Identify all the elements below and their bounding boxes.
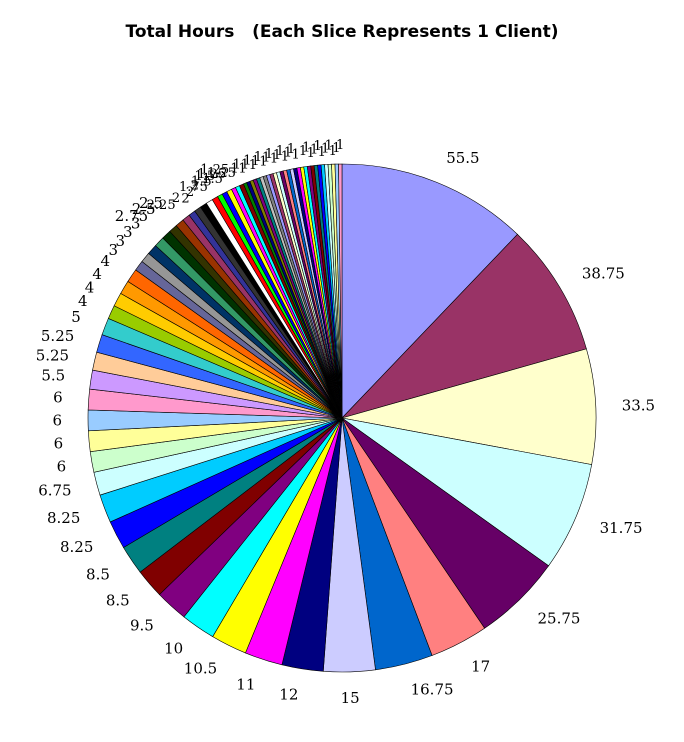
slice-label-65: 1 xyxy=(284,146,292,161)
slice-label-75: 1 xyxy=(325,138,333,153)
slice-label-51: 1 xyxy=(233,157,241,172)
slice-label-29: 4 xyxy=(92,265,102,283)
slice-label-18: 6.75 xyxy=(38,482,71,500)
slice-label-16: 8.25 xyxy=(60,538,93,556)
slice-label-58: 1 xyxy=(259,155,267,170)
slice-label-41: 2 xyxy=(186,185,194,200)
slice-label-60: 1 xyxy=(265,147,273,162)
slice-label-50: 1 xyxy=(230,162,238,177)
slice-label-33: 3 xyxy=(123,223,133,241)
slice-label-9: 12 xyxy=(279,686,298,704)
slice-label-23: 5.5 xyxy=(41,367,65,385)
slice-label-48: 1.25 xyxy=(200,162,229,177)
slice-label-14: 8.5 xyxy=(106,592,130,610)
slice-label-22: 6 xyxy=(53,389,63,407)
slice-label-15: 8.5 xyxy=(86,566,110,584)
slice-label-7: 16.75 xyxy=(411,681,454,699)
slice-label-34: 3 xyxy=(131,215,141,233)
slice-label-25: 5.25 xyxy=(41,327,74,345)
slice-label-77: 1 xyxy=(332,141,340,156)
slice-label-45: 1.5 xyxy=(195,169,216,184)
slice-label-27: 4 xyxy=(78,292,88,310)
slice-label-4: 31.75 xyxy=(600,519,643,537)
slice-label-35: 2.75 xyxy=(115,207,148,225)
pie-slices xyxy=(87,163,597,673)
slice-label-76: 1 xyxy=(329,144,337,159)
slice-label-59: 1 xyxy=(262,151,270,166)
slice-label-69: 1 xyxy=(302,140,310,155)
slice-label-74: 1 xyxy=(321,142,329,157)
slice-label-62: 1 xyxy=(273,148,281,163)
slice-label-55: 1 xyxy=(249,158,257,173)
slice-label-10: 11 xyxy=(236,675,255,693)
slice-label-42: 2 xyxy=(191,178,199,193)
pie-slice-3 xyxy=(341,348,597,465)
slice-label-30: 4 xyxy=(101,252,111,270)
slice-label-72: 1 xyxy=(313,139,321,154)
slice-label-19: 6 xyxy=(57,458,67,476)
slice-label-49: 1.25 xyxy=(207,166,236,181)
slice-label-64: 1 xyxy=(281,149,289,164)
pie-slice-1 xyxy=(341,163,518,419)
slice-label-67: 1 xyxy=(292,147,300,162)
slice-label-43: 1.75 xyxy=(179,180,208,195)
slice-label-56: 1 xyxy=(251,154,259,169)
slice-label-5: 25.75 xyxy=(538,609,581,627)
slice-label-78: 1 xyxy=(336,138,344,153)
slice-label-66: 1 xyxy=(287,142,295,157)
slice-label-68: 1 xyxy=(299,144,307,159)
slice-label-38: 2.25 xyxy=(147,198,176,213)
slice-label-2: 38.75 xyxy=(582,265,625,283)
pie-labels: 55.538.7533.531.7525.751716.7515121110.5… xyxy=(36,138,655,707)
slice-label-8: 15 xyxy=(341,689,360,707)
pie-slice-78 xyxy=(338,163,343,419)
slice-label-73: 1 xyxy=(318,145,326,160)
slice-label-26: 5 xyxy=(71,308,81,326)
slice-label-46: 1.5 xyxy=(202,172,223,187)
chart-title: Total Hours (Each Slice Represents 1 Cli… xyxy=(125,22,559,42)
slice-label-11: 10.5 xyxy=(184,660,217,678)
slice-label-21: 6 xyxy=(52,412,62,430)
slice-label-32: 3 xyxy=(116,232,126,250)
slice-label-37: 2.5 xyxy=(139,194,163,212)
slice-label-3: 33.5 xyxy=(622,396,655,414)
slice-label-36: 2.5 xyxy=(132,200,156,218)
slice-label-44: 1.5 xyxy=(191,174,212,189)
slice-label-40: 2 xyxy=(181,192,189,207)
slice-label-61: 1 xyxy=(270,152,278,167)
slice-label-13: 9.5 xyxy=(130,616,154,634)
slice-label-12: 10 xyxy=(164,640,183,658)
slice-label-17: 8.25 xyxy=(47,509,80,527)
slice-label-71: 1 xyxy=(310,142,318,157)
slice-label-31: 3 xyxy=(108,241,118,259)
slice-label-39: 2 xyxy=(172,191,180,206)
slice-label-20: 6 xyxy=(54,435,64,453)
slice-label-57: 1 xyxy=(254,150,262,165)
slice-label-70: 1 xyxy=(307,146,315,161)
pie-slice-4 xyxy=(341,417,593,567)
pie-slice-2 xyxy=(341,233,587,419)
slice-label-1: 55.5 xyxy=(446,149,479,167)
slice-label-6: 17 xyxy=(471,658,490,676)
slice-label-52: 1 xyxy=(238,162,246,177)
slice-label-47: 1.25 xyxy=(197,167,226,182)
slice-label-28: 4 xyxy=(85,278,95,296)
slice-label-63: 1 xyxy=(276,144,284,159)
slice-label-24: 5.25 xyxy=(36,346,69,364)
slice-label-53: 1 xyxy=(241,158,249,173)
slice-label-54: 1 xyxy=(243,153,251,168)
